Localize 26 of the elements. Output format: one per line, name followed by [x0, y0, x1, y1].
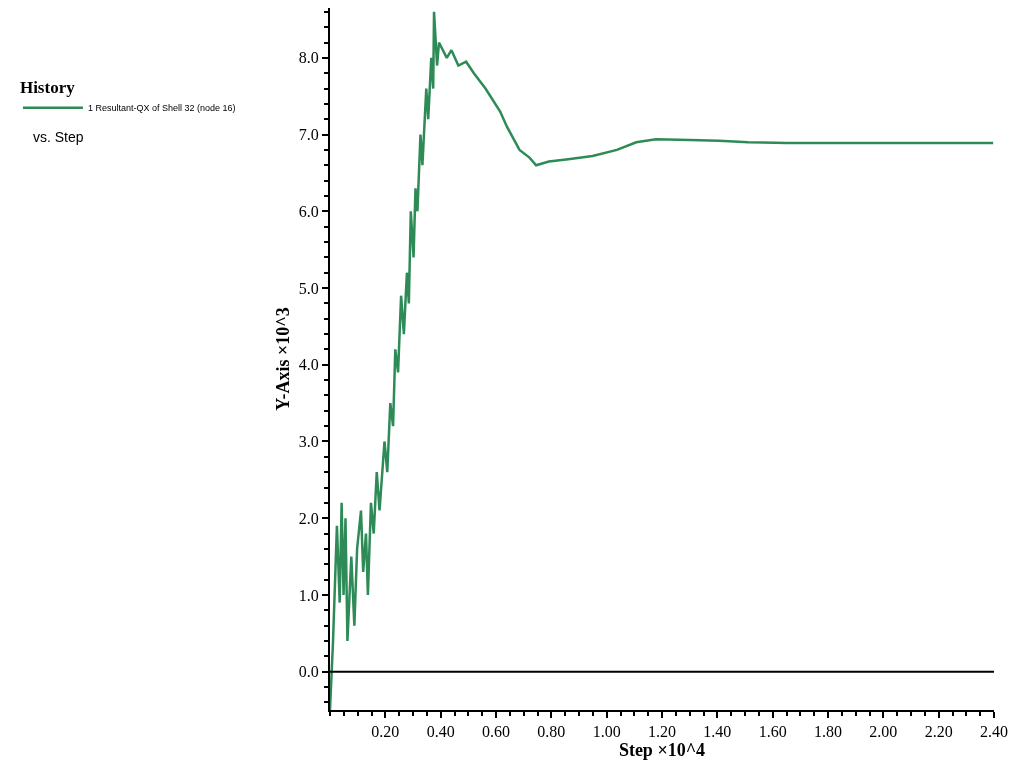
y-tick-label: 8.0 [298, 49, 319, 67]
x-tick-label: 0.80 [537, 723, 566, 741]
y-tick-label: 3.0 [298, 433, 319, 451]
x-tick-label: 1.20 [648, 723, 676, 741]
x-tick-label: 0.60 [482, 723, 510, 741]
y-axis-title: Y-Axis ×10^3 [273, 307, 294, 411]
x-tick-label: 0.20 [371, 723, 400, 741]
x-tick-label: 1.60 [758, 723, 787, 741]
x-tick-label: 1.80 [814, 723, 842, 741]
x-tick-label: 0.40 [426, 723, 455, 741]
text: vs. Step [33, 129, 84, 145]
y-tick-label: 6.0 [298, 202, 319, 220]
y-tick-label: 7.0 [298, 126, 319, 144]
x-tick-label: 2.20 [924, 723, 953, 741]
x-axis-title: Step ×10^4 [618, 740, 706, 761]
legend-title: History [19, 78, 76, 98]
y-tick-label: 0.0 [298, 663, 319, 681]
x-tick-label: 2.00 [869, 723, 898, 741]
x-tick-label: 1.00 [592, 723, 621, 741]
y-tick-label: 4.0 [298, 356, 319, 374]
x-tick-label: 2.40 [980, 723, 1008, 741]
y-tick-label: 1.0 [298, 586, 319, 604]
y-tick-label: 2.0 [298, 509, 319, 527]
y-tick-label: 5.0 [298, 279, 319, 297]
text: 1 Resultant-QX of Shell 32 (node 16) [87, 103, 236, 114]
x-tick-label: 1.40 [703, 723, 732, 741]
